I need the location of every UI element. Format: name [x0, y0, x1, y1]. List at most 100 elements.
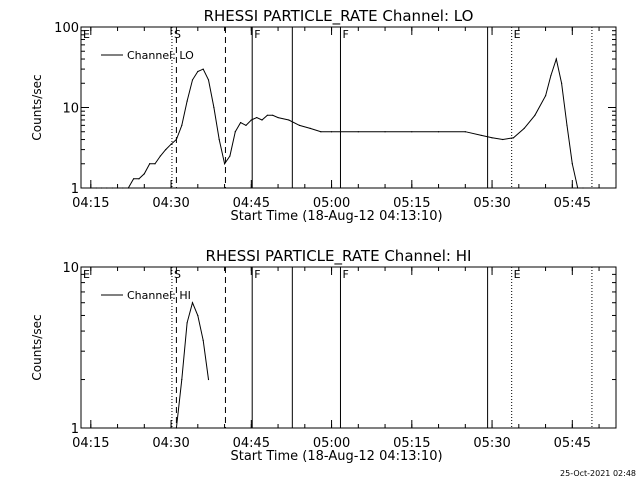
data-point: [411, 131, 413, 133]
data-point: [266, 114, 268, 116]
data-point: [555, 58, 557, 60]
data-point: [159, 155, 161, 157]
data-point: [175, 138, 178, 141]
data-point: [127, 187, 129, 189]
data-point: [223, 163, 226, 165]
data-point: [561, 82, 563, 84]
data-point: [207, 378, 210, 381]
x-tick-label: 04:45: [233, 436, 270, 451]
x-axis-label: Start Time (18-Aug-12 04:13:10): [230, 209, 442, 224]
data-point: [95, 187, 97, 189]
data-point: [100, 187, 103, 189]
data-point: [384, 131, 386, 133]
legend-label: Channel: LO: [127, 49, 194, 62]
data-point: [213, 106, 215, 109]
data-point: [437, 131, 440, 133]
x-tick-label: 05:45: [554, 436, 591, 451]
event-marker-label: E: [83, 268, 90, 281]
event-marker-label: F: [254, 268, 260, 281]
x-tick-label: 04:30: [152, 436, 189, 451]
data-point: [133, 178, 135, 180]
data-point: [288, 119, 290, 121]
data-point: [122, 187, 124, 189]
event-marker-label: E: [83, 28, 90, 41]
data-point: [272, 114, 274, 116]
data-point: [218, 138, 220, 141]
plot-timestamp: 25-Oct-2021 02:48: [560, 469, 636, 478]
y-axis-label: Counts/sec: [30, 74, 44, 140]
data-point: [245, 124, 247, 126]
x-tick-label: 04:15: [72, 436, 109, 451]
data-point: [191, 302, 194, 304]
data-point: [330, 131, 333, 133]
data-point: [186, 100, 188, 102]
event-marker-label: F: [342, 28, 348, 41]
y-tick-label: 10: [62, 261, 79, 276]
data-point: [181, 124, 183, 126]
data-point: [202, 68, 204, 70]
x-tick-label: 05:00: [313, 196, 350, 211]
data-point: [582, 187, 584, 189]
data-point: [277, 116, 279, 119]
data-point: [357, 131, 359, 133]
y-axis-label: Counts/sec: [30, 314, 44, 380]
x-tick-label: 05:45: [554, 196, 591, 211]
y-tick-label: 1: [71, 422, 79, 437]
chart-panel-2: RHESSI PARTICLE_RATE Channel: HI Counts/s…: [30, 247, 617, 464]
event-marker-label: F: [254, 28, 260, 41]
data-point: [90, 187, 92, 189]
x-tick-label: 04:30: [152, 196, 189, 211]
x-tick-label: 05:30: [473, 436, 510, 451]
data-point: [550, 74, 552, 77]
x-axis-label: Start Time (18-Aug-12 04:13:10): [230, 449, 442, 464]
data-point: [181, 378, 183, 381]
event-marker-label: F: [342, 268, 348, 281]
data-point: [138, 178, 140, 180]
data-point: [261, 119, 263, 121]
data-point: [566, 124, 568, 126]
event-marker-label: S: [174, 268, 181, 281]
x-tick-label: 05:15: [393, 436, 430, 451]
data-point: [111, 187, 113, 189]
data-point: [320, 131, 322, 133]
chart-title: RHESSI PARTICLE_RATE Channel: HI: [206, 247, 472, 266]
data-point: [234, 131, 236, 133]
data-point: [480, 134, 482, 137]
data-point: [197, 314, 199, 317]
data-point: [502, 138, 504, 141]
data-point: [298, 124, 301, 126]
x-tick-label: 05:15: [393, 196, 430, 211]
chart-title: RHESSI PARTICLE_RATE Channel: LO: [204, 7, 474, 26]
data-point: [116, 187, 119, 189]
y-tick-label: 100: [54, 21, 79, 36]
data-point: [256, 116, 258, 119]
y-tick-label: 1: [71, 182, 79, 197]
data-point: [534, 114, 536, 116]
event-marker-label: E: [514, 28, 521, 41]
x-tick-label: 04:45: [233, 196, 270, 211]
x-tick-label: 05:00: [313, 436, 350, 451]
data-point: [165, 148, 167, 151]
y-tick-label: 10: [62, 102, 79, 117]
data-point: [143, 173, 145, 175]
chart-panel-1: RHESSI PARTICLE_RATE Channel: LO Counts/s…: [30, 7, 617, 224]
data-point: [523, 127, 525, 130]
data-point: [464, 131, 466, 133]
data-point: [149, 163, 151, 165]
data-point: [154, 163, 156, 165]
data-point: [106, 187, 108, 189]
data-point: [250, 119, 252, 121]
series-line: [90, 57, 583, 189]
data-point: [229, 155, 231, 157]
data-point: [571, 163, 573, 165]
data-point: [544, 95, 547, 97]
data-point: [175, 427, 178, 429]
series-line: [175, 301, 209, 429]
data-point: [309, 127, 311, 130]
data-point: [186, 322, 188, 324]
data-point: [170, 143, 172, 145]
plot-frame: [80, 266, 617, 429]
event-marker-label: S: [174, 28, 181, 41]
x-tick-label: 04:15: [72, 196, 109, 211]
